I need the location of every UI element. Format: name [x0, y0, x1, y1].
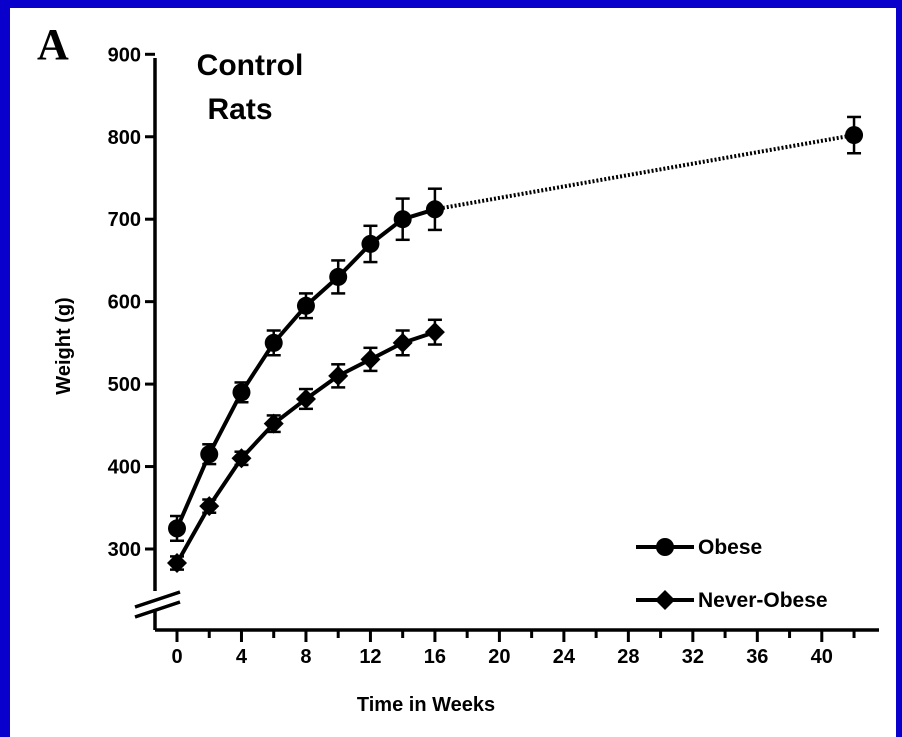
- x-tick-label: 28: [617, 646, 639, 668]
- x-tick-label: 24: [553, 646, 576, 668]
- axes: 300 400 500 600 700 800 900 0 4 8 12 16 20 24 28 32 36 40: [108, 44, 879, 668]
- data-point: [200, 445, 219, 464]
- data-point: [232, 383, 251, 402]
- series-never-obese: [167, 318, 445, 574]
- y-tick-label: 400: [108, 457, 141, 479]
- data-point: [296, 296, 315, 315]
- data-point: [264, 333, 283, 352]
- data-point: [231, 448, 252, 469]
- data-point: [167, 553, 187, 574]
- y-tick-label: 800: [108, 127, 141, 149]
- axis-break-mark: [134, 590, 181, 609]
- y-tick-label: 900: [108, 44, 141, 66]
- data-point: [328, 365, 349, 386]
- x-tick-label: 40: [811, 646, 833, 668]
- panel-label: A: [37, 20, 69, 69]
- data-point: [361, 234, 380, 253]
- legend-symbol: [656, 538, 674, 556]
- legend-marker-never-obese: [636, 590, 694, 610]
- series-obese: [168, 115, 864, 543]
- data-point: [392, 332, 413, 353]
- data-point: [329, 267, 348, 286]
- x-tick-label: 8: [300, 646, 311, 668]
- data-point: [295, 388, 316, 409]
- y-axis-label: Weight (g): [53, 297, 75, 394]
- y-tick-label: 600: [108, 292, 141, 314]
- data-point: [199, 496, 220, 517]
- y-tick-label: 500: [108, 374, 141, 396]
- series-line-dotted: [434, 133, 855, 212]
- series-line: [175, 207, 436, 530]
- x-tick-label: 0: [171, 646, 182, 668]
- chart: A Control Rats 300 400 500 600 700 800 900 0 4 8 1…: [37, 20, 879, 716]
- data-point: [845, 126, 864, 145]
- legend-label-never-obese: Never-Obese: [698, 589, 828, 612]
- chart-title-line-1: Control: [197, 49, 304, 82]
- x-tick-label: 16: [424, 646, 446, 668]
- legend: Obese Never-Obese: [636, 536, 828, 612]
- chart-title-line-2: Rats: [207, 93, 272, 126]
- data-point: [263, 413, 284, 434]
- series-line: [175, 330, 436, 565]
- data-point: [393, 210, 412, 229]
- x-tick-label: 20: [488, 646, 510, 668]
- legend-label-obese: Obese: [698, 536, 762, 559]
- data-point: [425, 200, 444, 219]
- data-point: [360, 349, 381, 370]
- y-tick-label: 300: [108, 539, 141, 561]
- series-layer: [167, 115, 864, 574]
- data-point: [424, 322, 445, 343]
- axis-break-mark: [134, 600, 181, 619]
- legend-symbol: [655, 590, 675, 610]
- x-tick-label: 36: [746, 646, 768, 668]
- y-tick-label: 700: [108, 209, 141, 231]
- chart-frame: A Control Rats 300 400 500 600 700 800 900 0 4 8 1…: [10, 8, 896, 737]
- x-axis-label: Time in Weeks: [357, 694, 495, 716]
- x-tick-label: 4: [236, 646, 248, 668]
- x-tick-label: 12: [359, 646, 381, 668]
- data-point: [168, 519, 186, 538]
- x-tick-label: 32: [682, 646, 704, 668]
- legend-marker-obese: [636, 538, 694, 556]
